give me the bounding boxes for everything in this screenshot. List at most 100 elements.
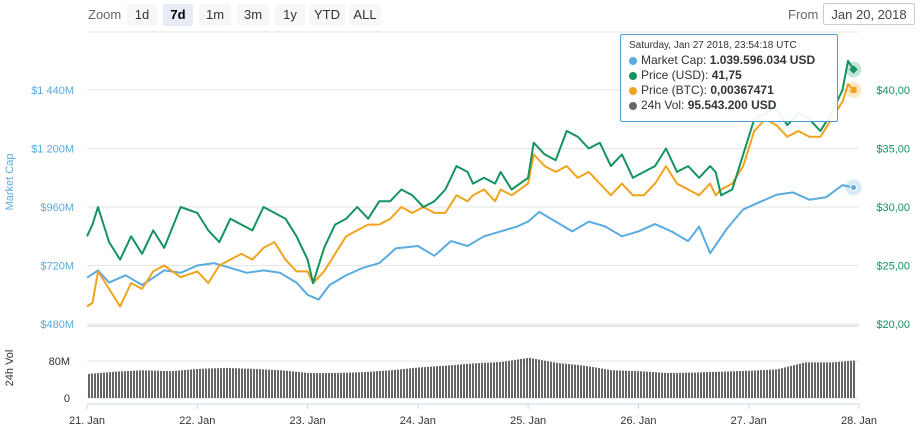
volume-bar	[589, 366, 591, 398]
volume-bar	[754, 370, 756, 398]
price-usd-line	[86, 59, 855, 285]
volume-bar	[118, 371, 120, 398]
chart-tooltip: Saturday, Jan 27 2018, 23:54:18 UTC Mark…	[620, 34, 838, 122]
volume-bar	[487, 362, 489, 398]
volume-bar	[811, 362, 813, 398]
volume-bar	[712, 371, 714, 398]
volume-bar	[478, 363, 480, 398]
volume-bar	[211, 368, 213, 398]
volume-bar	[745, 370, 747, 398]
range-toolbar: Zoom 1d 7d 1m 3m 1y YTD ALL From Jan 20,…	[0, 0, 921, 32]
volume-bar	[676, 372, 678, 398]
market-cap-dot-icon	[629, 56, 637, 65]
volume-bar	[463, 364, 465, 398]
tooltip-row-value: 0,00367471	[710, 83, 774, 97]
volume-bar	[607, 369, 609, 398]
price-usd-dot-icon	[629, 71, 637, 80]
volume-bar	[784, 367, 786, 398]
volume-bar	[163, 370, 165, 398]
volume-bar	[778, 368, 780, 398]
volume-bar	[91, 373, 93, 398]
volume-bar	[823, 362, 825, 398]
volume-axis-title: 24h Vol	[4, 350, 16, 387]
x-axis-tick-label: 21. Jan	[69, 415, 105, 427]
volume-bar	[529, 357, 531, 398]
volume-bar	[751, 370, 753, 398]
volume-bar	[583, 365, 585, 398]
volume-bar	[469, 363, 471, 398]
range-button-7d[interactable]: 7d	[163, 4, 193, 26]
zoom-label: Zoom	[88, 7, 122, 22]
volume-bar	[679, 372, 681, 398]
volume-bar	[739, 371, 741, 398]
volume-bar	[466, 363, 468, 398]
volume-bar	[214, 368, 216, 398]
volume-bar	[271, 369, 273, 398]
volume-bar	[319, 373, 321, 398]
price-btc-hover-marker	[850, 87, 857, 93]
volume-bar	[448, 365, 450, 398]
volume-bar	[499, 362, 501, 398]
volume-bar	[559, 363, 561, 398]
volume-bar	[766, 369, 768, 398]
volume-bar	[391, 370, 393, 398]
tooltip-row-price-usd: Price (USD): 41,75	[629, 68, 829, 83]
volume-bar	[418, 367, 420, 398]
volume-bar	[547, 361, 549, 398]
volume-bar	[457, 364, 459, 398]
range-button-3m[interactable]: 3m	[237, 4, 269, 26]
volume-bar	[175, 370, 177, 398]
range-button-all[interactable]: ALL	[349, 4, 381, 26]
volume-bar	[628, 370, 630, 398]
volume-bar	[538, 359, 540, 398]
range-button-1d[interactable]: 1d	[127, 4, 157, 26]
volume-bar	[772, 369, 774, 398]
volume-bar	[169, 371, 171, 398]
volume-bar	[376, 371, 378, 398]
volume-bar	[850, 360, 852, 398]
right-axis-tick-label: $35,00	[876, 144, 910, 156]
volume-bar	[136, 370, 138, 398]
volume-bar	[406, 368, 408, 398]
right-axis-tick-label: $25,00	[876, 261, 910, 273]
volume-bar	[403, 368, 405, 398]
from-date-input[interactable]: Jan 20, 2018	[823, 3, 915, 25]
range-button-1m[interactable]: 1m	[199, 4, 231, 26]
volume-bar	[493, 362, 495, 398]
volume-bar	[139, 370, 141, 398]
volume-bar	[247, 368, 249, 398]
volume-bar	[610, 370, 612, 398]
volume-bar	[481, 362, 483, 398]
volume-bar	[433, 366, 435, 398]
range-button-1y[interactable]: 1y	[275, 4, 305, 26]
volume-bar	[394, 369, 396, 398]
volume-bar	[532, 358, 534, 398]
volume-bar	[223, 367, 225, 398]
volume-bar	[796, 364, 798, 398]
volume-bar	[724, 371, 726, 398]
volume-bar	[127, 371, 129, 398]
volume-bar	[814, 362, 816, 398]
volume-bar	[337, 372, 339, 398]
volume-bar	[517, 359, 519, 398]
volume-bar	[427, 366, 429, 398]
left-axis-tick-label: $720M	[40, 261, 74, 273]
volume-bar	[706, 372, 708, 398]
volume-bar	[424, 367, 426, 398]
x-axis-tick-label: 23. Jan	[290, 415, 326, 427]
volume-bar	[652, 372, 654, 398]
volume-bar	[157, 370, 159, 398]
volume-bar	[190, 369, 192, 398]
left-axis-tick-label: $1 200M	[31, 144, 74, 156]
volume-bar	[550, 361, 552, 398]
range-button-ytd[interactable]: YTD	[309, 4, 345, 26]
volume-bar	[853, 360, 855, 398]
volume-bar	[691, 372, 693, 398]
volume-bar	[484, 362, 486, 398]
volume-bar	[661, 372, 663, 398]
volume-bar	[544, 360, 546, 398]
volume-bar	[430, 366, 432, 398]
volume-bar	[604, 369, 606, 398]
volume-bar	[847, 361, 849, 398]
